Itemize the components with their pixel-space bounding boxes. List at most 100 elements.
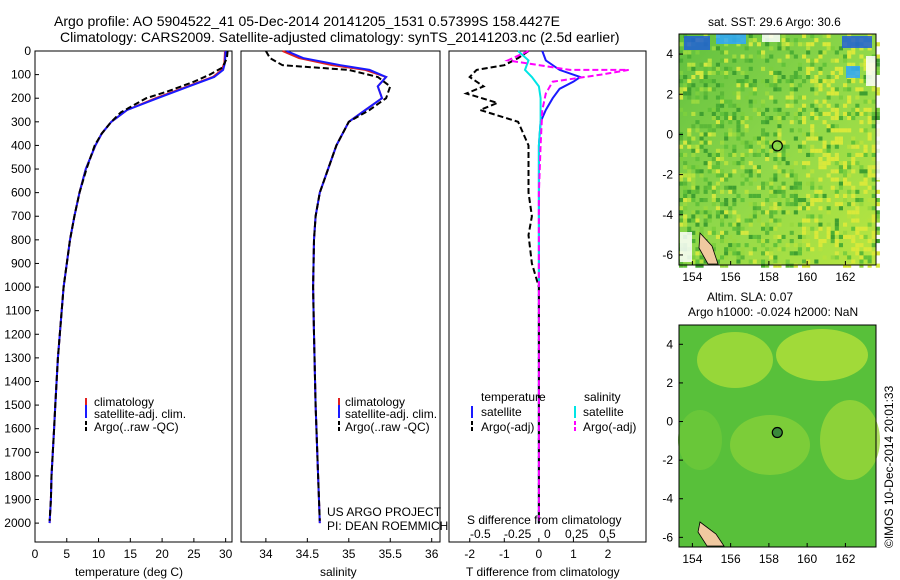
sst-cell xyxy=(707,218,712,223)
sst-cell xyxy=(810,152,815,157)
sst-cell xyxy=(724,263,729,268)
sst-cell xyxy=(711,70,716,75)
sst-cell xyxy=(703,161,708,166)
sst-cell xyxy=(834,91,839,96)
sst-cell xyxy=(720,210,725,215)
sst-cell xyxy=(736,42,741,47)
sst-cell xyxy=(822,193,827,198)
sst-cell xyxy=(793,210,798,215)
series-line-t-argo xyxy=(463,50,540,524)
sst-cell xyxy=(748,222,753,227)
sst-cell xyxy=(851,239,856,244)
sst-cell xyxy=(822,79,827,84)
sst-cell xyxy=(826,161,831,166)
sst-cell xyxy=(851,185,856,190)
sst-cell xyxy=(761,132,766,137)
sst-cell xyxy=(834,111,839,116)
sst-cell xyxy=(806,247,811,252)
sst-cell xyxy=(859,62,864,67)
sst-cell xyxy=(683,181,688,186)
sst-cell xyxy=(740,157,745,162)
sst-cell xyxy=(859,226,864,231)
sst-cell xyxy=(797,62,802,67)
sst-cell xyxy=(826,95,831,100)
sst-cell xyxy=(875,70,880,75)
sst-cell xyxy=(765,157,770,162)
sst-cell xyxy=(736,259,741,264)
temperature-panel: 0100200300400500600700800900100011001200… xyxy=(4,44,232,579)
sst-cell xyxy=(851,116,856,121)
sst-cell xyxy=(715,152,720,157)
sst-cell xyxy=(711,189,716,194)
sst-cell xyxy=(826,75,831,80)
x-tick-label: 1 xyxy=(570,547,577,561)
sst-cell xyxy=(761,210,766,215)
sst-cell xyxy=(826,144,831,149)
sst-cell xyxy=(797,66,802,71)
sst-cell xyxy=(736,226,741,231)
sst-cell xyxy=(785,259,790,264)
sst-patch xyxy=(762,34,780,42)
sst-cell xyxy=(785,38,790,43)
sst-cell xyxy=(748,58,753,63)
sst-cell xyxy=(863,152,868,157)
coastline-icon xyxy=(698,232,719,265)
sst-cell xyxy=(859,75,864,80)
sst-cell xyxy=(802,206,807,211)
sst-cell xyxy=(797,234,802,239)
sst-cell xyxy=(797,206,802,211)
sst-cell xyxy=(679,157,684,162)
sst-cell xyxy=(830,239,835,244)
sst-cell xyxy=(797,198,802,203)
sst-cell xyxy=(789,103,794,108)
sst-cell xyxy=(822,111,827,116)
sst-cell xyxy=(859,259,864,264)
sst-cell xyxy=(847,54,852,59)
sst-cell xyxy=(855,103,860,108)
sst-cell xyxy=(777,132,782,137)
sst-cell xyxy=(802,95,807,100)
sst-cell xyxy=(691,189,696,194)
sst-cell xyxy=(843,128,848,133)
difference-panel: -2 -1 0 1 2 T difference from climatology S … xyxy=(448,50,647,579)
sst-cell xyxy=(732,247,737,252)
sst-cell xyxy=(867,239,872,244)
sst-cell xyxy=(838,185,843,190)
sst-cell xyxy=(851,136,856,141)
legend-satellite: satellite-adj. clim. xyxy=(345,407,437,421)
sst-cell xyxy=(744,58,749,63)
sst-cell xyxy=(769,83,774,88)
sst-cell xyxy=(838,116,843,121)
sst-cell xyxy=(785,42,790,47)
sst-cell xyxy=(740,226,745,231)
sst-cell xyxy=(793,87,798,92)
sst-patch xyxy=(876,120,884,180)
sst-cell xyxy=(736,161,741,166)
sst-cell xyxy=(691,214,696,219)
x-tick-label: 156 xyxy=(721,552,741,566)
sst-cell xyxy=(797,107,802,112)
sst-cell xyxy=(765,251,770,256)
temperature-xlabel: temperature (deg C) xyxy=(75,565,183,579)
sst-cell xyxy=(732,243,737,248)
sst-cell xyxy=(818,54,823,59)
x-tick-label: 15 xyxy=(124,547,138,561)
sst-cell xyxy=(695,218,700,223)
sst-cell xyxy=(748,173,753,178)
sst-cell xyxy=(789,75,794,80)
sst-cell xyxy=(756,111,761,116)
sst-cell xyxy=(867,255,872,260)
sst-cell xyxy=(875,198,880,203)
sst-cell xyxy=(785,210,790,215)
sst-cell xyxy=(859,46,864,51)
sst-cell xyxy=(711,198,716,203)
sst-cell xyxy=(703,87,708,92)
sst-cell xyxy=(679,152,684,157)
sst-cell xyxy=(736,251,741,256)
sst-cell xyxy=(859,87,864,92)
sst-cell xyxy=(761,111,766,116)
sst-cell xyxy=(687,79,692,84)
sst-cell xyxy=(707,181,712,186)
sst-cell xyxy=(752,165,757,170)
sst-cell xyxy=(847,87,852,92)
